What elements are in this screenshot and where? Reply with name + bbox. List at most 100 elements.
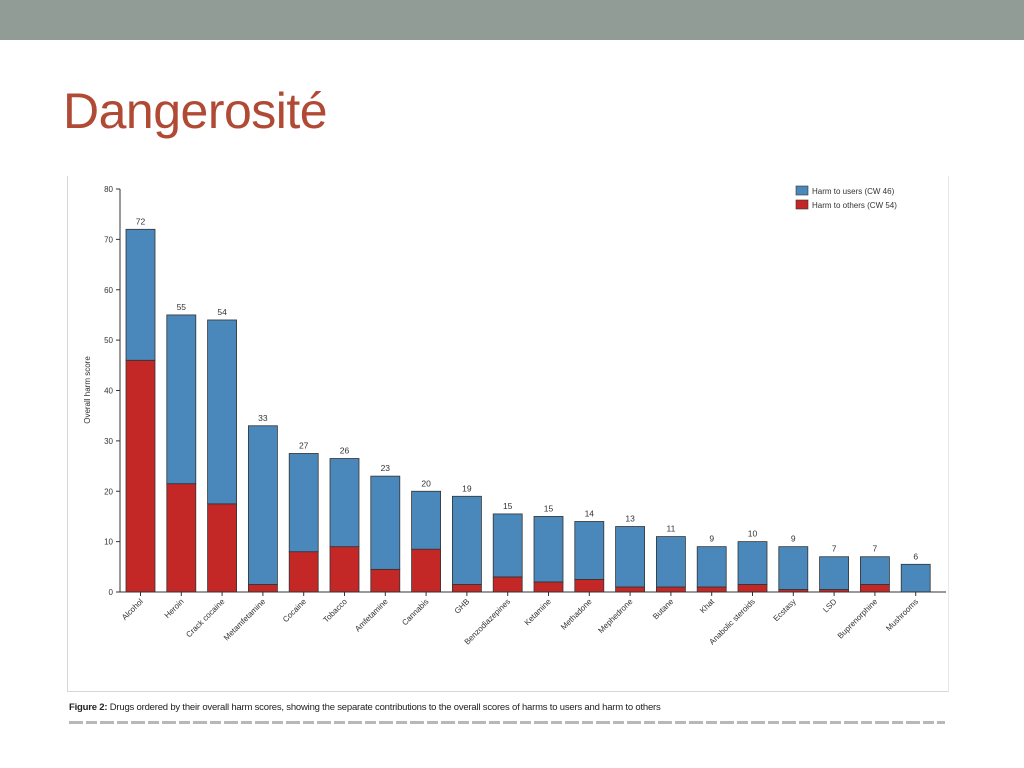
bar-group: 72 — [125, 216, 156, 593]
x-tick-label: Buprenorphine — [836, 597, 880, 641]
bars: 72 55 54 33 27 26 23 20 19 15 15 14 13 11 9 10 9 7 7 6 — [125, 216, 931, 593]
bar-group: 55 — [166, 302, 197, 593]
bar-group: 6 — [900, 551, 931, 593]
x-tick-label: Tobacco — [321, 597, 349, 625]
harm-chart: 0 10 20 30 40 50 60 70 80 72 55 54 33 27 26 23 20 19 15 15… — [83, 185, 946, 647]
bar-total-label: 23 — [381, 463, 391, 473]
legend-label: Harm to users (CW 46) — [812, 187, 895, 196]
bar-others — [370, 568, 401, 593]
bar-others — [125, 359, 156, 593]
bar-users — [737, 541, 768, 585]
bar-total-label: 15 — [503, 501, 513, 511]
bar-others — [737, 584, 768, 593]
bar-total-label: 10 — [748, 529, 758, 539]
bar-users — [370, 475, 401, 570]
bar-group: 14 — [574, 508, 605, 593]
bar-group: 10 — [737, 529, 768, 593]
bar-group: 13 — [615, 514, 645, 593]
bar-others — [411, 548, 442, 593]
bar-total-label: 72 — [136, 216, 146, 226]
x-tick-label: GHB — [453, 597, 472, 616]
figure-caption: Figure 2: Drugs ordered by their overall… — [69, 702, 661, 713]
bar-users — [451, 495, 482, 585]
y-tick-label: 50 — [104, 336, 113, 345]
bar-others — [860, 584, 890, 593]
bar-others — [492, 576, 523, 593]
y-axis-label: Overall harm score — [83, 356, 92, 424]
bar-group: 26 — [329, 446, 360, 593]
bar-total-label: 20 — [421, 478, 431, 488]
x-tick-label: Methadone — [559, 597, 594, 632]
top-bar — [0, 0, 1024, 40]
x-tick-label: Butane — [651, 597, 676, 622]
bar-users — [574, 521, 605, 580]
legend: Harm to users (CW 46) Harm to others (CW … — [795, 185, 897, 210]
x-tick-label: Amfetamine — [353, 597, 390, 634]
x-tick-label: LSD — [821, 597, 839, 615]
bar-others — [247, 584, 278, 593]
bar-group: 7 — [819, 544, 849, 593]
bar-users — [860, 556, 890, 585]
bar-group: 27 — [288, 440, 319, 593]
bar-users — [696, 546, 727, 588]
bar-users — [900, 563, 931, 593]
figure-label: Figure 2: — [69, 702, 108, 713]
x-tick-label: Mushrooms — [884, 597, 920, 633]
bar-total-label: 6 — [913, 551, 918, 561]
x-tick-label: Mephedrone — [596, 597, 635, 636]
legend-swatch — [795, 185, 809, 196]
bar-group: 23 — [370, 463, 401, 593]
x-tick-label: Crack cocaine — [184, 597, 227, 640]
y-tick-label: 20 — [104, 487, 113, 496]
bar-others — [656, 586, 686, 593]
bar-total-label: 11 — [666, 524, 675, 534]
bar-total-label: 13 — [625, 514, 635, 524]
bar-users — [656, 536, 686, 588]
bar-total-label: 26 — [340, 446, 350, 456]
bar-others — [696, 586, 727, 593]
bar-group: 9 — [778, 534, 809, 593]
x-tick-label: Ecstasy — [772, 597, 798, 623]
bar-group: 20 — [411, 478, 442, 593]
bar-total-label: 7 — [832, 544, 837, 554]
bar-users — [533, 516, 564, 583]
figure-frame — [67, 176, 949, 692]
x-tick-label: Metamfetamine — [222, 597, 268, 643]
bar-group: 54 — [207, 307, 238, 593]
bar-total-label: 33 — [258, 413, 268, 423]
slide-title: Dangerosité — [63, 83, 328, 139]
bar-others — [329, 546, 360, 593]
x-tick-label: Khat — [698, 597, 717, 616]
bar-total-label: 27 — [299, 440, 309, 450]
bar-users — [492, 513, 523, 578]
y-tick-label: 80 — [104, 185, 113, 194]
legend-swatch — [795, 199, 809, 210]
bar-users — [247, 425, 278, 585]
y-tick-label: 60 — [104, 286, 113, 295]
bar-total-label: 9 — [791, 534, 796, 544]
bar-users — [329, 458, 360, 548]
bar-total-label: 7 — [873, 544, 878, 554]
x-tick-label: Alcohol — [120, 597, 145, 622]
bar-group: 15 — [492, 501, 523, 593]
x-tick-label: Ketamine — [523, 597, 554, 628]
caption-second-line — [69, 719, 945, 725]
bar-group: 11 — [656, 524, 686, 593]
bar-others — [166, 483, 197, 593]
bar-group: 9 — [696, 534, 727, 593]
y-tick-label: 30 — [104, 437, 113, 446]
bar-total-label: 15 — [544, 503, 554, 513]
bar-others — [574, 579, 605, 593]
bar-others — [288, 551, 319, 593]
bar-total-label: 55 — [177, 302, 187, 312]
bar-users — [166, 314, 197, 485]
legend-label: Harm to others (CW 54) — [812, 201, 897, 210]
bar-others — [207, 503, 238, 593]
bar-group: 15 — [533, 503, 564, 593]
y-tick-label: 40 — [104, 387, 113, 396]
bar-others — [615, 586, 645, 593]
bar-total-label: 19 — [462, 483, 472, 493]
bar-users — [125, 228, 156, 361]
x-tick-label: Heroin — [163, 597, 186, 620]
